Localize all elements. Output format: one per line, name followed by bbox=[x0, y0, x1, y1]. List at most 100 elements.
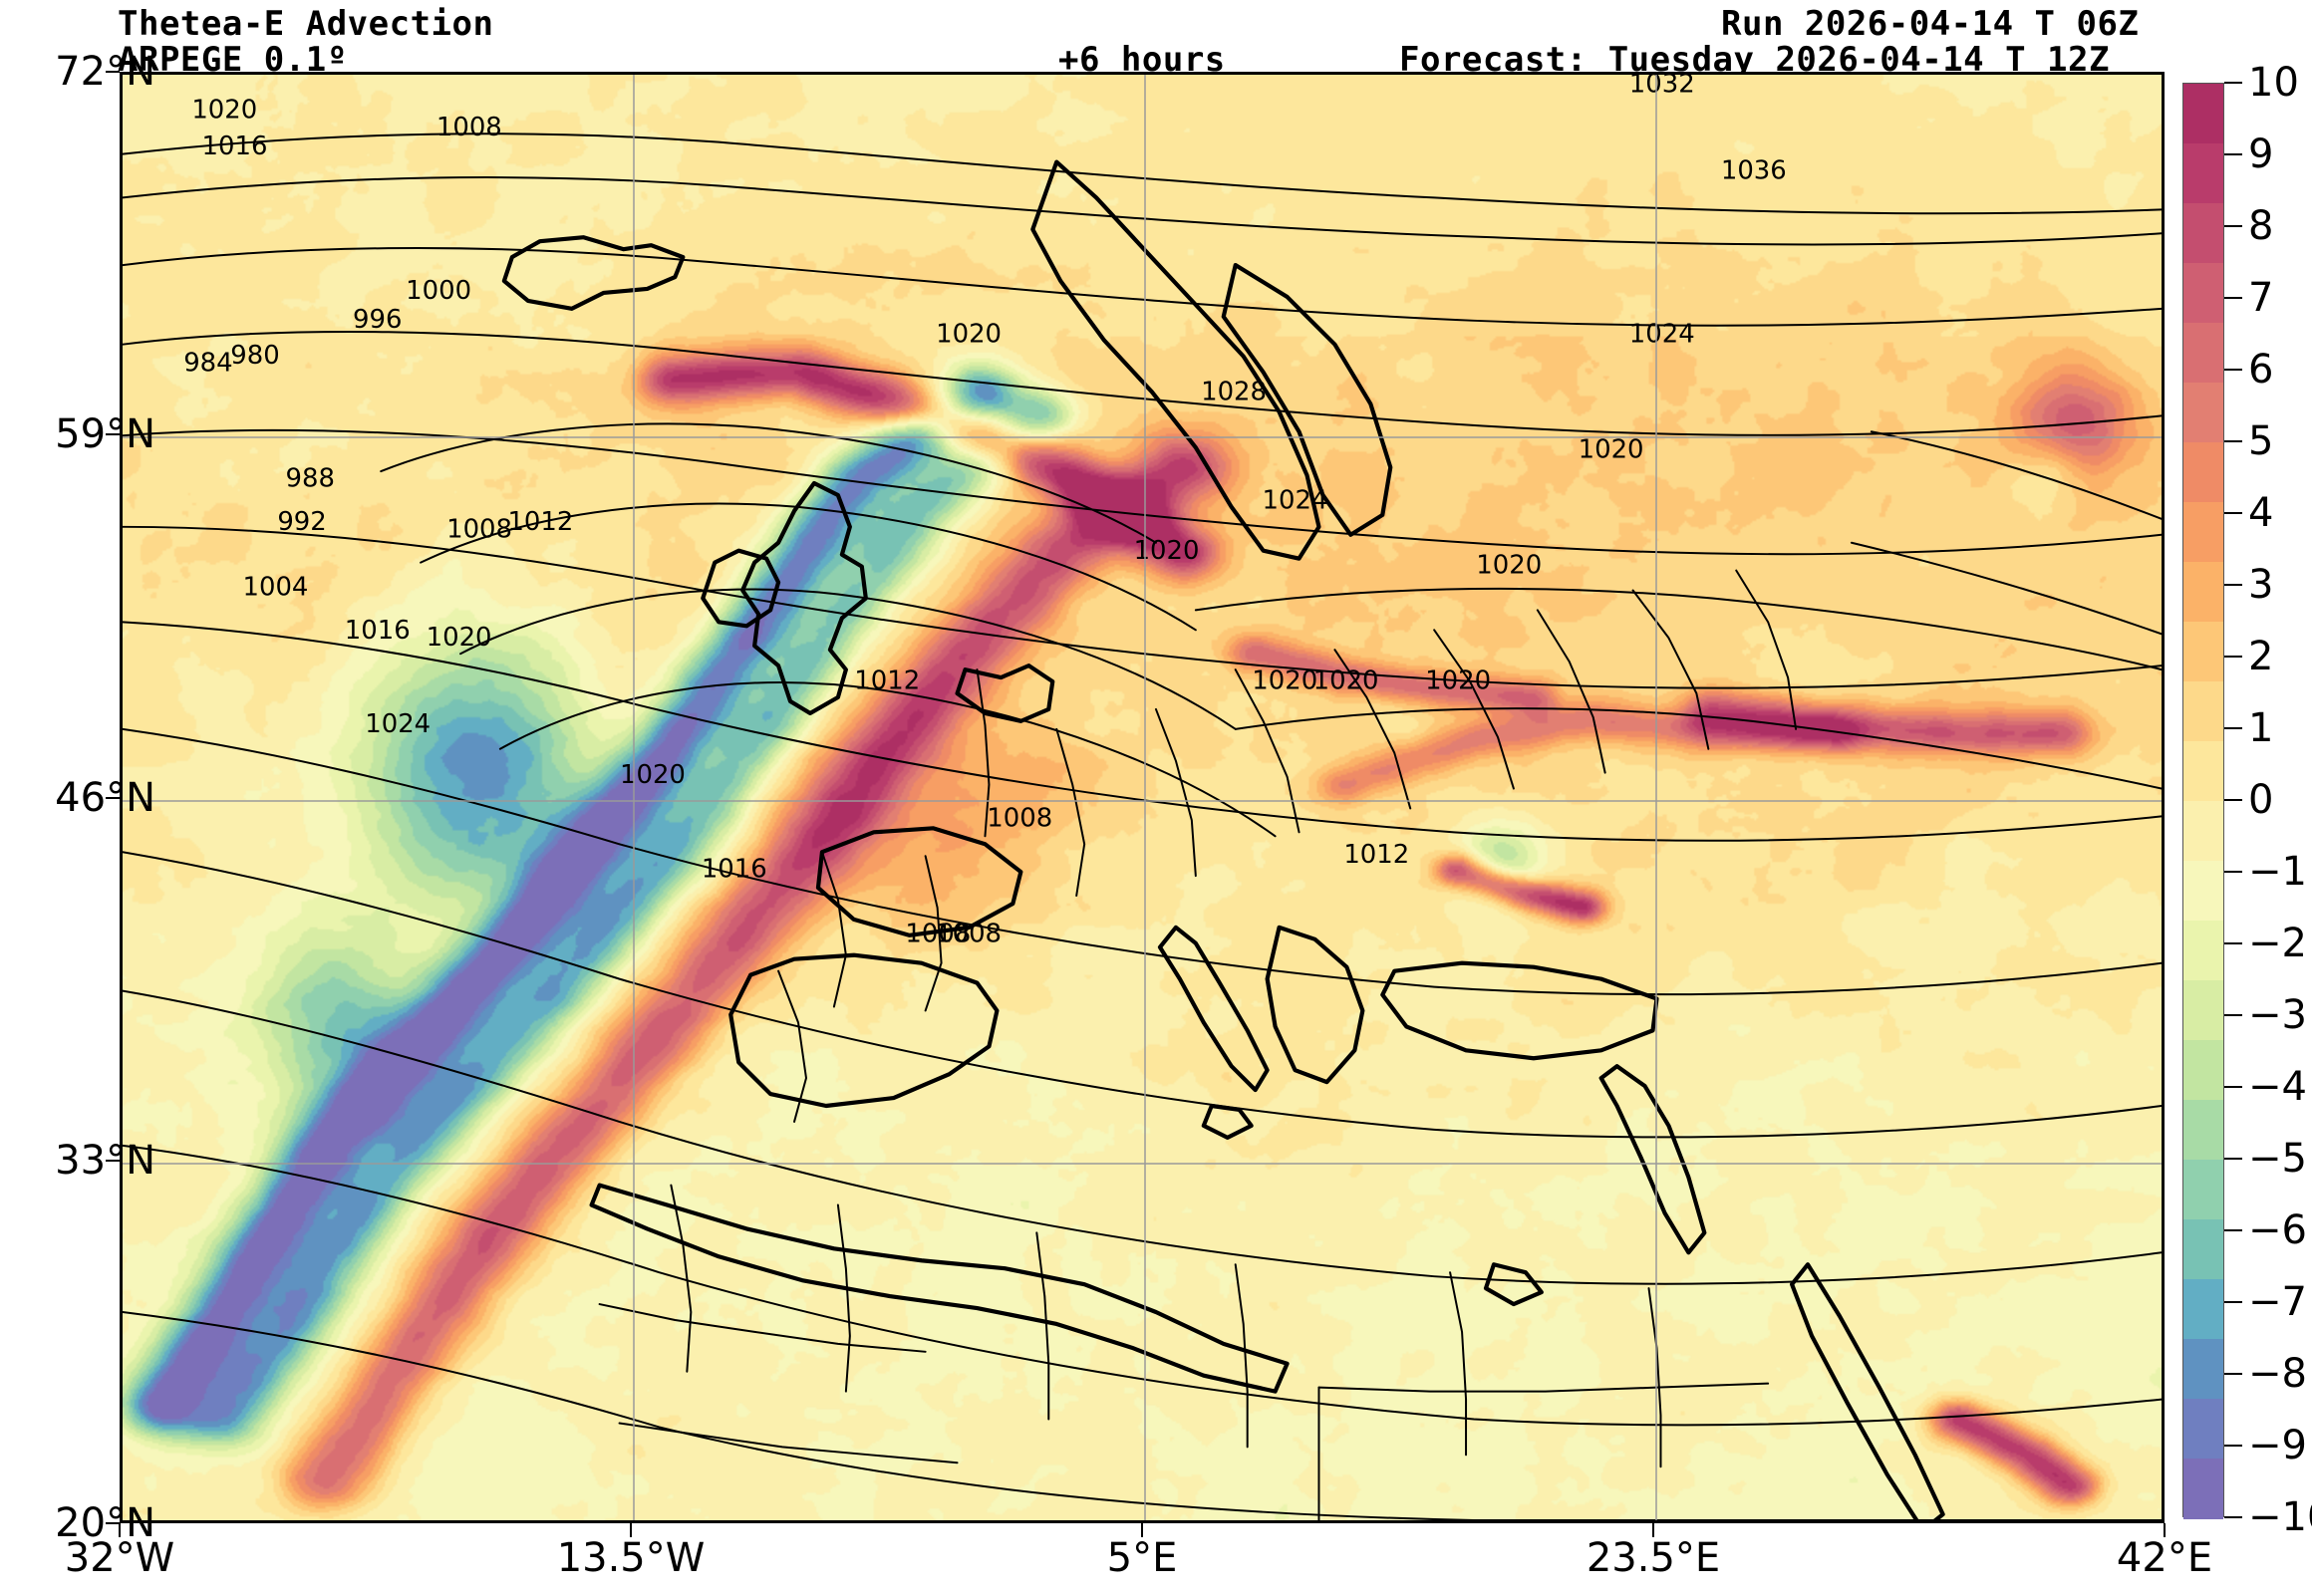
isobar-label: 1020 bbox=[1579, 435, 1644, 465]
colorbar-tick-mark bbox=[2224, 799, 2242, 801]
isobar-label: 1012 bbox=[1343, 840, 1409, 870]
colorbar-tick-label: 5 bbox=[2248, 418, 2274, 464]
isobar-label: 1016 bbox=[345, 616, 411, 646]
isobar-label: 1012 bbox=[854, 666, 920, 696]
isobar-label: 1020 bbox=[1313, 666, 1379, 696]
isobar-label: 1020 bbox=[1252, 666, 1317, 696]
isobar-label: 1020 bbox=[1476, 551, 1542, 581]
isobar-contour-path bbox=[123, 989, 2162, 1285]
colorbar-tick-mark bbox=[2224, 369, 2242, 371]
isobar-contour-path bbox=[123, 851, 2162, 1139]
colorbar-tick-label: 7 bbox=[2248, 275, 2274, 321]
isobar-label: 1020 bbox=[191, 96, 257, 126]
colorbar-tick-mark bbox=[2224, 584, 2242, 586]
x-axis-tick-mark bbox=[1652, 1523, 1654, 1537]
isobar-contour-path bbox=[420, 502, 1197, 632]
country-border-path bbox=[1631, 589, 1710, 750]
colorbar-swatch bbox=[2183, 263, 2223, 324]
isobar-label: 1008 bbox=[905, 920, 971, 949]
isobar-label: 988 bbox=[286, 464, 335, 494]
chart-header: Thetea-E Advection ARPEGE 0.1º +6 hours … bbox=[0, 0, 2312, 80]
coastline-path bbox=[728, 952, 1000, 1109]
coastline-path bbox=[1598, 1064, 1707, 1255]
isobar-label: 980 bbox=[230, 341, 279, 371]
isobar-label: 1016 bbox=[702, 854, 767, 884]
isobar-label: 1036 bbox=[1721, 155, 1787, 185]
isobar-label: 1012 bbox=[507, 507, 573, 537]
map-plot-area[interactable]: 1020 1016 1008 1032 1036 1000 996 984 980 988 992 1… bbox=[120, 72, 2165, 1523]
colorbar-swatch bbox=[2183, 203, 2223, 264]
isobar-contour-path bbox=[123, 428, 2162, 556]
y-axis-tick-mark bbox=[106, 796, 120, 799]
colorbar-swatch bbox=[2183, 323, 2223, 384]
country-border-path bbox=[1735, 569, 1798, 730]
country-border-path bbox=[1647, 1287, 1662, 1468]
colorbar-swatch bbox=[2183, 1160, 2223, 1220]
colorbar-swatch bbox=[2183, 84, 2223, 144]
x-axis-tick-mark bbox=[119, 1523, 121, 1537]
colorbar-swatch bbox=[2183, 681, 2223, 742]
isobar-label: 992 bbox=[277, 507, 326, 537]
colorbar-swatch bbox=[2183, 741, 2223, 802]
page-title: Thetea-E Advection bbox=[118, 4, 494, 44]
x-axis-tick-mark bbox=[630, 1523, 632, 1537]
colorbar-tick-mark bbox=[2224, 656, 2242, 658]
coastline-path bbox=[1030, 159, 1321, 561]
colorbar-swatch bbox=[2183, 442, 2223, 503]
country-border-path bbox=[777, 969, 807, 1123]
y-axis-tick-label: 72°N bbox=[55, 49, 155, 95]
colorbar-swatch bbox=[2183, 1279, 2223, 1340]
isobar-label: 1000 bbox=[406, 276, 471, 306]
isobar-label: 1020 bbox=[620, 760, 686, 790]
colorbar-tick-mark bbox=[2224, 727, 2242, 729]
colorbar-tick-mark bbox=[2224, 1014, 2242, 1016]
isobar-contour-path bbox=[123, 1144, 2162, 1427]
y-axis-tick-mark bbox=[106, 1159, 120, 1162]
colorbar-swatch bbox=[2183, 1399, 2223, 1460]
colorbar-tick-mark bbox=[2224, 225, 2242, 227]
isobar-label: 1024 bbox=[1629, 319, 1695, 349]
coastline-path bbox=[1265, 925, 1365, 1085]
isobar-contour-path bbox=[1234, 707, 2162, 790]
advection-raster bbox=[123, 75, 2162, 1520]
isobar-contour-path bbox=[123, 133, 2162, 215]
colorbar-tick-mark bbox=[2224, 297, 2242, 299]
x-axis-tick-label: 13.5°W bbox=[556, 1535, 706, 1581]
isobar-contour-path bbox=[123, 330, 2162, 436]
colorbar-swatch bbox=[2183, 801, 2223, 862]
country-border-path bbox=[598, 1303, 927, 1353]
isobar-label: 1020 bbox=[1425, 666, 1491, 696]
y-axis-tick-label: 46°N bbox=[55, 774, 155, 821]
country-border-path bbox=[1317, 1382, 1770, 1393]
isobar-contour-path bbox=[1194, 587, 2162, 671]
country-border-path bbox=[1536, 609, 1606, 774]
coastline-path bbox=[815, 826, 1023, 937]
colorbar-tick-mark bbox=[2224, 1301, 2242, 1303]
country-border-path bbox=[836, 1203, 851, 1393]
y-axis-tick-mark bbox=[106, 433, 120, 436]
coastline-path bbox=[501, 235, 686, 311]
colorbar-tick-mark bbox=[2224, 1158, 2242, 1160]
colorbar-swatch bbox=[2183, 622, 2223, 682]
isobar-contour-path bbox=[380, 422, 1157, 544]
isobar-contour-path bbox=[1850, 541, 2162, 636]
isobar-label: 1008 bbox=[446, 514, 512, 544]
graticule-meridian bbox=[1144, 75, 1146, 1520]
colorbar-tick-label: −1 bbox=[2248, 849, 2307, 895]
colorbar bbox=[2182, 83, 2224, 1519]
colorbar-tick-mark bbox=[2224, 153, 2242, 155]
isobar-label: 1020 bbox=[936, 319, 1002, 349]
isobar-label: 1032 bbox=[1629, 75, 1695, 99]
colorbar-tick-mark bbox=[2224, 942, 2242, 944]
isobar-label: 1008 bbox=[936, 920, 1002, 949]
colorbar-tick-label: −7 bbox=[2248, 1279, 2307, 1325]
colorbar-tick-mark bbox=[2224, 82, 2242, 84]
country-border-path bbox=[1055, 727, 1086, 898]
y-axis-tick-label: 33°N bbox=[55, 1137, 155, 1184]
country-border-path bbox=[670, 1184, 693, 1373]
x-axis-tick-label: 32°W bbox=[64, 1535, 175, 1581]
colorbar-tick-mark bbox=[2224, 1229, 2242, 1231]
colorbar-tick-label: 10 bbox=[2248, 60, 2299, 106]
isobar-contour-path bbox=[498, 681, 1277, 838]
colorbar-tick-mark bbox=[2224, 512, 2242, 514]
